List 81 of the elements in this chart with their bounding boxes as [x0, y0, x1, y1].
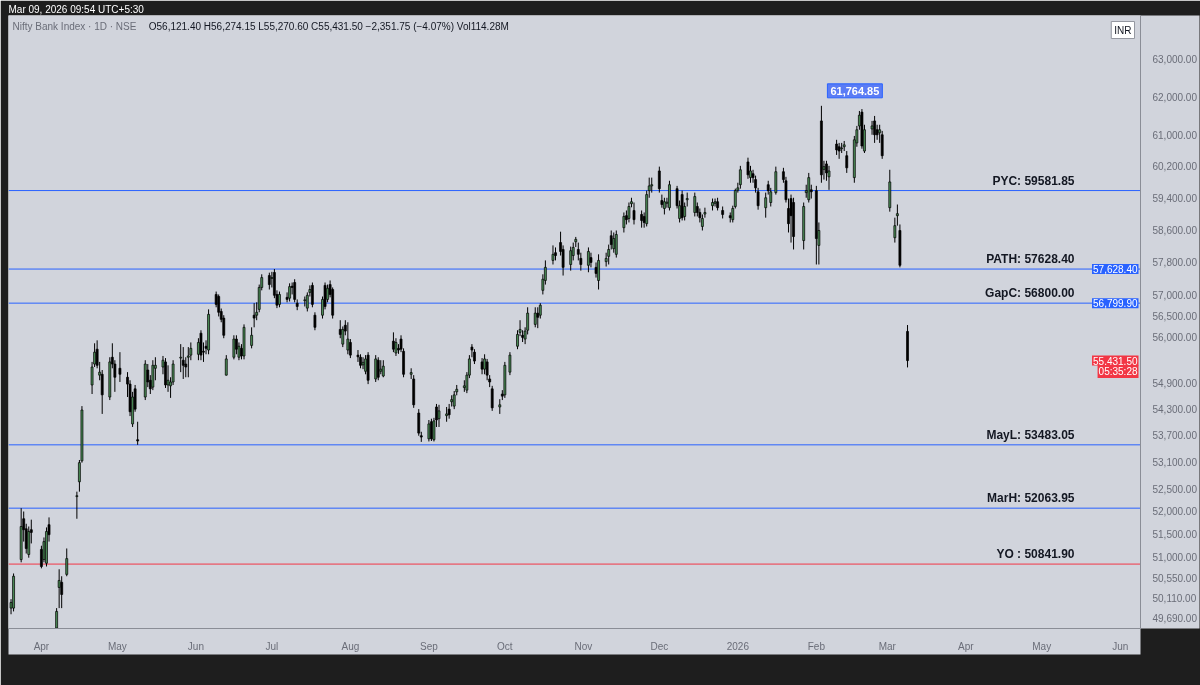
- y-tick-label: 62,000.00: [1152, 91, 1198, 103]
- y-tick-label: 61,000.00: [1152, 130, 1198, 142]
- ref-line-label: MarH: 52063.95: [987, 491, 1075, 506]
- candlestick: [587, 246, 590, 273]
- candlestick: [181, 346, 185, 380]
- candlestick: [764, 192, 768, 219]
- y-tick-label: 57,000.00: [1152, 289, 1198, 301]
- ref-line-label: YO : 50841.90: [996, 547, 1075, 562]
- y-tick-label: 54,300.00: [1152, 404, 1198, 416]
- y-tick-label: 52,500.00: [1152, 483, 1198, 495]
- candlestick: [490, 385, 494, 412]
- x-tick-label: Jun: [1112, 640, 1129, 652]
- y-tick-label: 53,100.00: [1152, 456, 1198, 468]
- y-tick-label: 63,000.00: [1152, 54, 1198, 66]
- candlestick: [845, 150, 849, 174]
- annotation: 05:35:28: [1098, 366, 1138, 378]
- candlestick: [614, 229, 618, 259]
- candlestick: [668, 180, 671, 211]
- candlestick: [597, 253, 600, 290]
- annotation: 55,431.50: [1093, 355, 1138, 367]
- ref-line-label: MayL: 53483.05: [986, 427, 1075, 442]
- x-tick-label: Nov: [574, 640, 593, 652]
- ref-line-label: PATH: 57628.40: [986, 252, 1075, 267]
- candlestick: [533, 306, 537, 328]
- candlestick: [536, 306, 540, 329]
- y-tick-label: 59,400.00: [1152, 192, 1198, 204]
- x-tick-label: Jul: [265, 640, 279, 652]
- y-tick-label: 50,550.00: [1152, 572, 1198, 584]
- candlestick: [75, 491, 79, 520]
- x-tick-label: May: [107, 640, 127, 652]
- candlestick: [612, 232, 616, 254]
- y-tick-label: 52,000.00: [1152, 506, 1198, 518]
- candlestick: [774, 166, 778, 196]
- candlestick: [164, 357, 167, 389]
- y-tick-label: 58,600.00: [1152, 224, 1198, 236]
- candlestick: [57, 568, 61, 609]
- candlestick: [311, 282, 314, 308]
- candlestick: [224, 354, 228, 377]
- y-tick-label: 53,700.00: [1152, 430, 1198, 442]
- candlestick: [739, 165, 742, 190]
- x-tick-label: 2026: [726, 640, 750, 652]
- y-tick-label: 49,690.00: [1152, 613, 1198, 625]
- text: Mar 09, 2026 09:54 UTC+5:30: [8, 3, 145, 15]
- candlestick: [136, 421, 140, 446]
- y-axis-title: INR: [1114, 24, 1132, 36]
- text: Nifty Bank Index · 1D · NSE: [12, 20, 137, 32]
- ref-line-label: PYC: 59581.85: [992, 173, 1075, 188]
- candlestick: [250, 326, 253, 349]
- y-tick-label: 51,500.00: [1152, 528, 1198, 540]
- x-tick-label: Sep: [419, 640, 439, 652]
- ref-line-label: GapC: 56800.00: [985, 286, 1075, 301]
- x-tick-label: Aug: [341, 640, 360, 652]
- candlestick: [65, 547, 69, 577]
- x-tick-label: Mar: [878, 640, 897, 652]
- x-tick-label: May: [1032, 640, 1052, 652]
- x-tick-label: Oct: [497, 640, 513, 652]
- candlestick: [186, 346, 190, 378]
- y-tick-label: 51,000.00: [1152, 551, 1198, 563]
- candlestick: [827, 165, 831, 191]
- annotation: 61,764.85: [830, 84, 880, 97]
- candlestick: [288, 282, 291, 302]
- y-tick-label: 50,110.00: [1152, 593, 1197, 605]
- x-tick-label: Feb: [807, 640, 826, 652]
- y-tick-label: 57,800.00: [1152, 257, 1198, 269]
- candlestick: [873, 115, 876, 144]
- x-tick-label: Apr: [33, 640, 50, 652]
- y-tick-label: 54,900.00: [1152, 378, 1198, 390]
- x-tick-label: Jun: [187, 640, 204, 652]
- candlestick: [569, 246, 573, 272]
- y-tick-label: 56,000.00: [1152, 331, 1198, 343]
- x-tick-label: Apr: [957, 640, 975, 652]
- candlestick: [607, 244, 611, 265]
- annotation: 57,628.40: [1093, 264, 1138, 276]
- x-tick-label: Dec: [650, 640, 669, 652]
- annotation: 56,799.90: [1093, 298, 1138, 310]
- candlestick: [713, 198, 717, 207]
- text: O56,121.40 H56,274.15 L55,270.60 C55,431.50 −2,351.75 (−4.07%) Vol114.28M: [148, 20, 509, 32]
- candlestick: [151, 359, 155, 391]
- y-tick-label: 56,500.00: [1152, 310, 1198, 322]
- candlestick: [657, 166, 661, 194]
- y-tick-label: 60,200.00: [1152, 161, 1198, 173]
